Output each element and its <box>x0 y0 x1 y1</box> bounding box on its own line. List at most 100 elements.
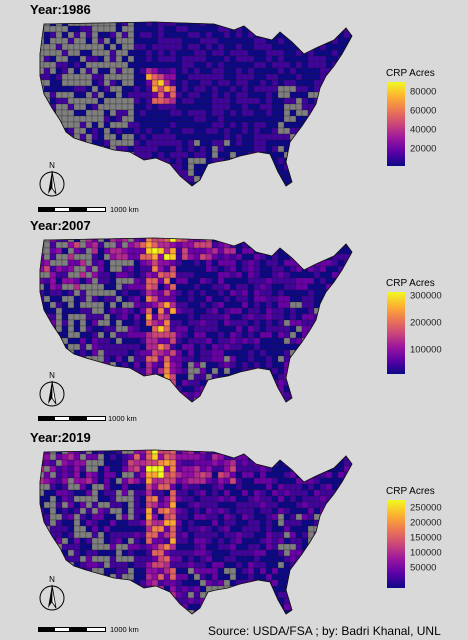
county-cell <box>229 289 237 297</box>
county-cell <box>356 308 362 314</box>
county-cell <box>337 283 345 291</box>
county-cell <box>127 471 135 479</box>
county-cell <box>229 238 237 243</box>
county-cell <box>43 253 51 261</box>
county-cell <box>301 450 309 455</box>
county-cell <box>229 103 237 111</box>
county-cell <box>235 385 243 393</box>
county-cell <box>103 567 111 575</box>
county-cell <box>289 169 297 177</box>
county-cell <box>193 85 201 93</box>
county-cell <box>331 73 339 81</box>
county-cell <box>187 49 195 57</box>
county-cell <box>229 49 237 57</box>
county-cell <box>40 22 45 27</box>
county-cell <box>223 337 231 345</box>
county-cell <box>283 471 291 479</box>
county-cell <box>235 543 243 551</box>
county-cell <box>91 349 99 357</box>
county-cell <box>127 22 135 27</box>
county-cell <box>253 531 261 539</box>
county-cell <box>133 397 141 402</box>
county-cell <box>79 325 87 333</box>
county-cell <box>331 567 339 575</box>
county-cell <box>91 391 99 399</box>
county-cell <box>91 519 99 527</box>
county-cell <box>91 373 99 381</box>
county-cell <box>253 313 261 321</box>
county-cell <box>229 591 237 599</box>
county-cell <box>241 555 249 563</box>
county-cell <box>199 97 207 105</box>
county-cell <box>193 471 201 479</box>
county-cell <box>55 22 63 27</box>
county-cell <box>61 37 69 45</box>
county-cell <box>325 247 333 255</box>
county-cell <box>61 31 69 39</box>
county-cell <box>265 121 273 129</box>
county-cell <box>55 97 63 105</box>
county-cell <box>175 265 183 273</box>
county-cell <box>295 495 303 503</box>
county-cell <box>193 109 201 117</box>
county-cell <box>343 91 351 99</box>
county-cell <box>301 555 309 563</box>
county-cell <box>73 573 81 581</box>
county-cell <box>295 483 303 491</box>
county-cell <box>127 43 135 51</box>
county-cell <box>331 537 339 545</box>
county-cell <box>40 121 45 129</box>
county-cell <box>169 453 177 461</box>
county-cell <box>205 109 213 117</box>
county-cell <box>187 43 195 51</box>
county-cell <box>97 537 105 545</box>
county-cell <box>49 331 57 339</box>
county-cell <box>271 91 279 99</box>
county-cell <box>157 603 165 611</box>
county-cell <box>49 73 57 81</box>
county-cell <box>211 567 219 575</box>
county-cell <box>356 604 362 610</box>
county-cell <box>43 283 51 291</box>
county-cell <box>193 133 201 141</box>
county-cell <box>139 501 147 509</box>
county-cell <box>349 133 352 141</box>
county-cell <box>235 609 243 614</box>
county-cell <box>301 603 309 611</box>
county-cell <box>265 271 273 279</box>
county-cell <box>97 495 105 503</box>
county-cell <box>139 459 147 467</box>
county-cell <box>103 591 111 599</box>
county-cell <box>187 459 195 467</box>
county-cell <box>356 92 362 98</box>
county-cell <box>235 459 243 467</box>
county-cell <box>199 337 207 345</box>
county-cell <box>97 127 105 135</box>
county-cell <box>301 139 309 147</box>
county-cell <box>121 109 129 117</box>
county-cell <box>193 115 201 123</box>
county-cell <box>79 343 87 351</box>
county-cell <box>115 55 123 63</box>
county-cell <box>115 307 123 315</box>
county-cell <box>55 238 63 243</box>
county-cell <box>181 55 189 63</box>
county-cell <box>97 73 105 81</box>
county-cell <box>193 495 201 503</box>
county-cell <box>73 127 81 135</box>
county-cell <box>127 507 135 515</box>
county-cell <box>103 115 111 123</box>
county-cell <box>343 103 351 111</box>
county-cell <box>43 139 51 147</box>
county-cell <box>193 25 201 33</box>
county-cell <box>55 459 63 467</box>
county-cell <box>97 271 105 279</box>
county-cell <box>139 525 147 533</box>
county-cell <box>319 253 327 261</box>
county-cell <box>103 555 111 563</box>
county-cell <box>325 525 333 533</box>
county-cell <box>241 549 249 557</box>
county-cell <box>121 373 129 381</box>
county-cell <box>151 22 159 27</box>
county-cell <box>277 61 285 69</box>
